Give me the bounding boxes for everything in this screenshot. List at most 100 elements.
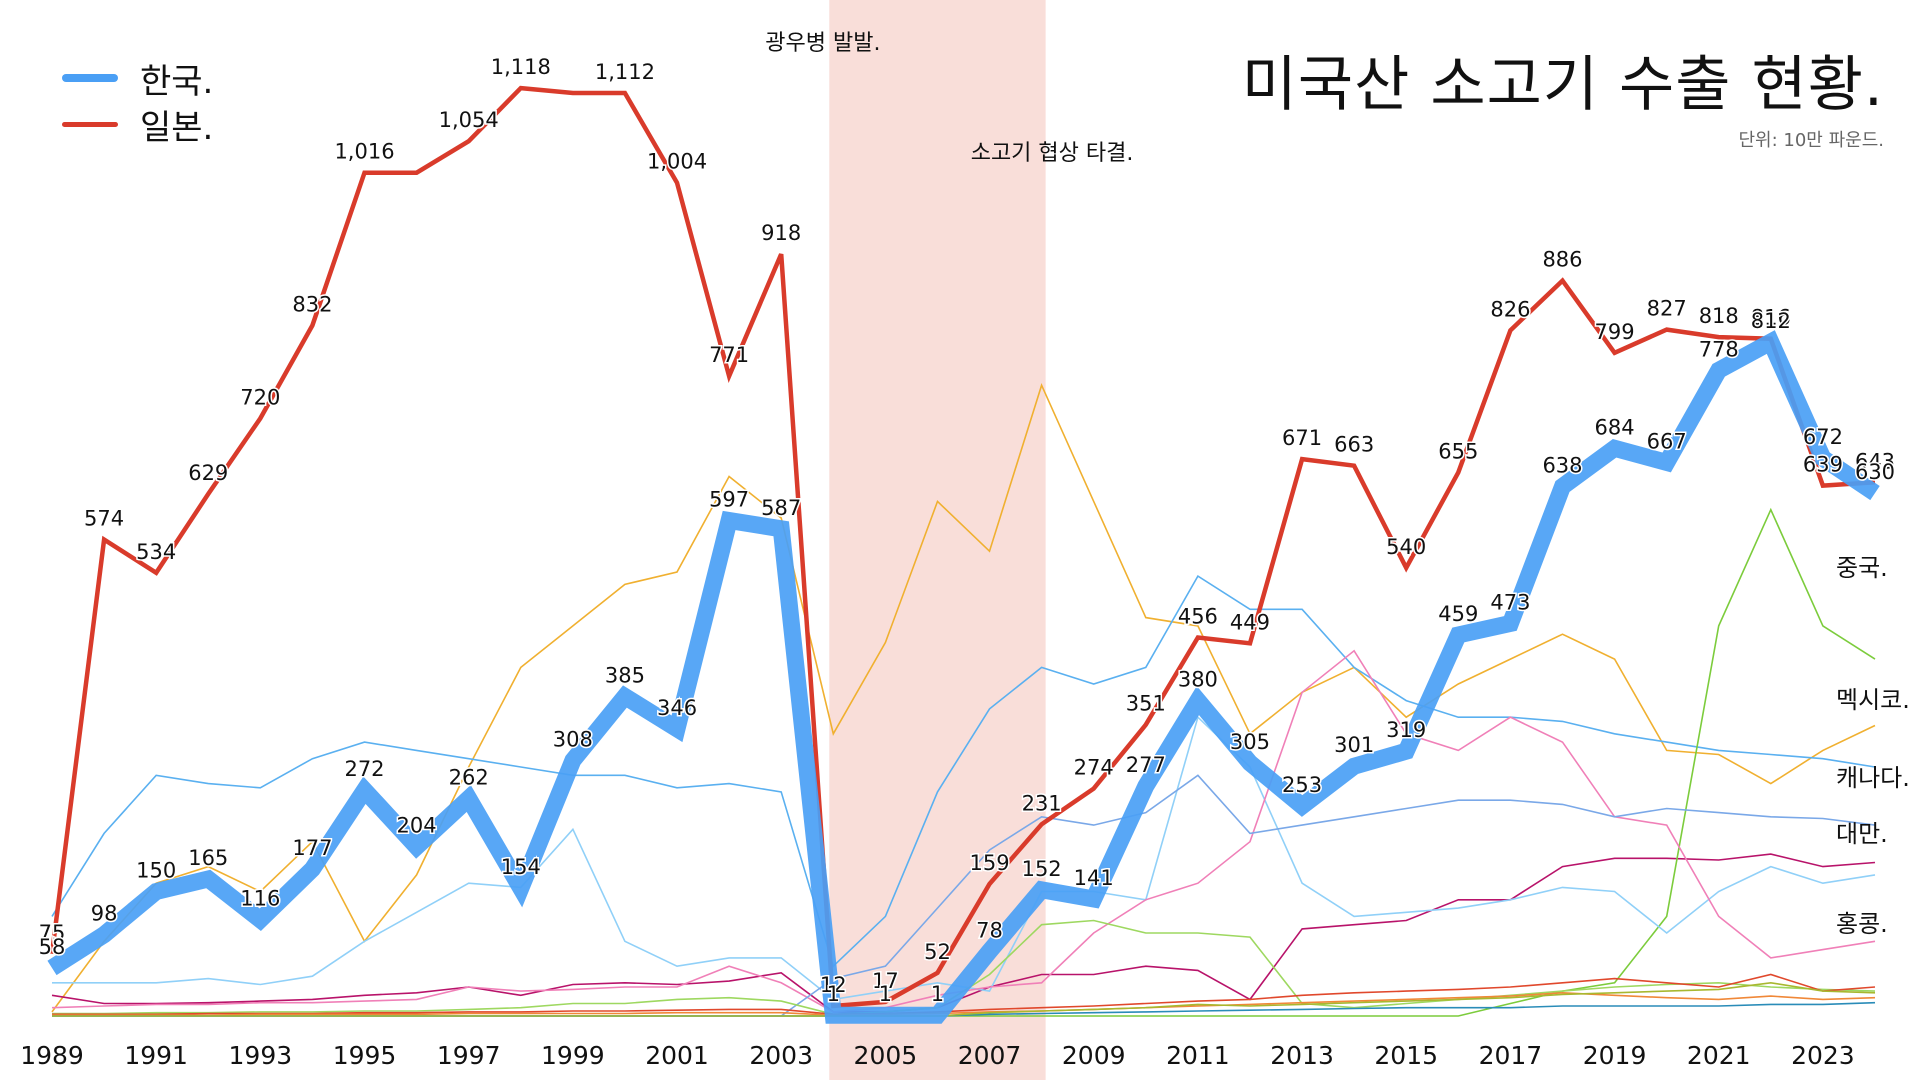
data-label-korea: 597 [709,487,749,511]
data-label-japan: 75 [39,921,66,945]
data-label-korea: 58 [39,935,66,959]
x-tick-label: 2015 [1374,1041,1438,1070]
data-label-japan: 818 [1699,304,1739,328]
x-tick-label: 2017 [1479,1041,1543,1070]
data-label-korea: 319 [1386,718,1426,742]
x-axis-ticks: 1989 1991 1993 1995 1997 1999 2001 2003 2005 2007… [20,1041,1855,1070]
data-label-japan: 351 [1126,692,1166,716]
data-label-korea: 152 [1022,857,1062,881]
data-label-japan: 1,112 [595,60,655,84]
data-label-korea: 778 [1699,337,1739,361]
data-label-japan: 52 [924,940,951,964]
data-label-korea: 638 [1542,453,1582,477]
x-tick-label: 2003 [749,1041,813,1070]
x-tick-label: 1991 [124,1041,188,1070]
shaded-period [829,0,1046,1080]
x-tick-label: 2007 [958,1041,1022,1070]
x-tick-label: 2019 [1583,1041,1647,1070]
data-label-japan: 720 [240,385,280,409]
data-label-korea: 204 [397,814,437,838]
end-label-china: 중국. [1836,554,1888,582]
legend-item-japan: 일본. [62,104,213,148]
data-label-japan: 1,016 [334,140,394,164]
series-line-korea [47,330,1880,1024]
data-label-korea: 98 [91,902,118,926]
end-label-canada: 캐나다. [1836,764,1910,792]
legend-swatch-japan [62,121,118,127]
x-tick-label: 1993 [229,1041,293,1070]
data-label-japan: 1,054 [439,108,499,132]
end-label-taiwan: 대만. [1836,820,1888,848]
data-label-korea: 277 [1126,753,1166,777]
annotation-bse-outbreak: 광우병 발발. [765,31,880,56]
data-label-japan: 655 [1438,439,1478,463]
legend-swatch-korea [62,74,118,82]
data-label-japan: 663 [1334,433,1374,457]
series-line-orange2 [52,991,1876,1017]
data-label-korea: 1 [879,982,892,1006]
x-tick-label: 1989 [20,1041,84,1070]
data-label-korea: 141 [1074,866,1114,890]
x-tick-label: 2009 [1062,1041,1126,1070]
legend-label-korea: 한국. [140,61,214,102]
data-label-korea: 154 [501,855,541,879]
data-label-japan: 799 [1595,320,1635,344]
data-label-japan: 159 [969,851,1009,875]
data-label-japan: 826 [1490,297,1530,321]
data-label-korea: 78 [976,918,1003,942]
end-label-mexico: 멕시코. [1836,686,1910,714]
data-label-korea: 150 [136,859,176,883]
data-label-korea: 672 [1803,425,1843,449]
data-label-korea: 684 [1595,415,1635,439]
data-label-korea: 385 [605,663,645,687]
data-label-korea: 308 [553,727,593,751]
data-label-korea: 630 [1855,460,1895,484]
data-label-korea: 380 [1178,668,1218,692]
data-label-japan: 17 [872,969,899,993]
data-label-japan: 629 [188,461,228,485]
unit-note: 단위: 10만 파운드. [1738,130,1885,151]
data-label-korea: 346 [657,696,697,720]
data-label-japan: 231 [1022,791,1062,815]
data-label-korea: 262 [449,766,489,790]
data-label-korea: 667 [1647,429,1687,453]
data-label-korea: 812 [1751,309,1791,333]
data-label-korea: 305 [1230,730,1270,754]
x-tick-label: 2023 [1791,1041,1855,1070]
end-label-hongkong: 홍콩. [1836,910,1888,938]
data-label-korea: 177 [292,836,332,860]
data-label-korea: 1 [827,982,840,1006]
data-label-japan: 643 [1855,449,1895,473]
value-labels-group: 75 574 534 629 720 832 1,016 1,054 1,118 1,112 1,0… [37,54,1896,1008]
data-label-korea: 459 [1438,602,1478,626]
chart-title: 미국산 소고기 수출 현황. [1241,50,1884,120]
x-tick-label: 2001 [645,1041,709,1070]
data-label-japan: 534 [136,540,176,564]
x-tick-label: 1995 [333,1041,397,1070]
data-label-japan: 574 [84,507,124,531]
data-label-japan: 12 [820,973,847,997]
data-label-japan: 918 [761,221,801,245]
series-line-mexico [51,382,1876,1013]
x-tick-label: 2013 [1270,1041,1334,1070]
minor-series-group [51,382,1876,1017]
data-label-korea: 301 [1334,733,1374,757]
legend-label-japan: 일본. [140,107,214,148]
annotation-beef-deal: 소고기 협상 타결. [971,141,1134,166]
data-label-korea: 473 [1490,590,1530,614]
data-label-japan: 456 [1178,605,1218,629]
series-line-japan [49,85,1876,1009]
data-label-japan: 671 [1282,426,1322,450]
major-series-group [47,85,1880,1024]
series-line-red2 [52,973,1876,1016]
legend: 한국. 일본. [62,58,213,150]
series-line-canada [51,574,1876,968]
data-label-japan: 639 [1803,453,1843,477]
data-label-japan: 886 [1542,248,1582,272]
x-tick-label: 2005 [854,1041,918,1070]
data-label-korea: 165 [188,846,228,870]
data-label-japan: 827 [1647,297,1687,321]
data-label-japan: 540 [1386,535,1426,559]
data-label-korea: 253 [1282,773,1322,797]
